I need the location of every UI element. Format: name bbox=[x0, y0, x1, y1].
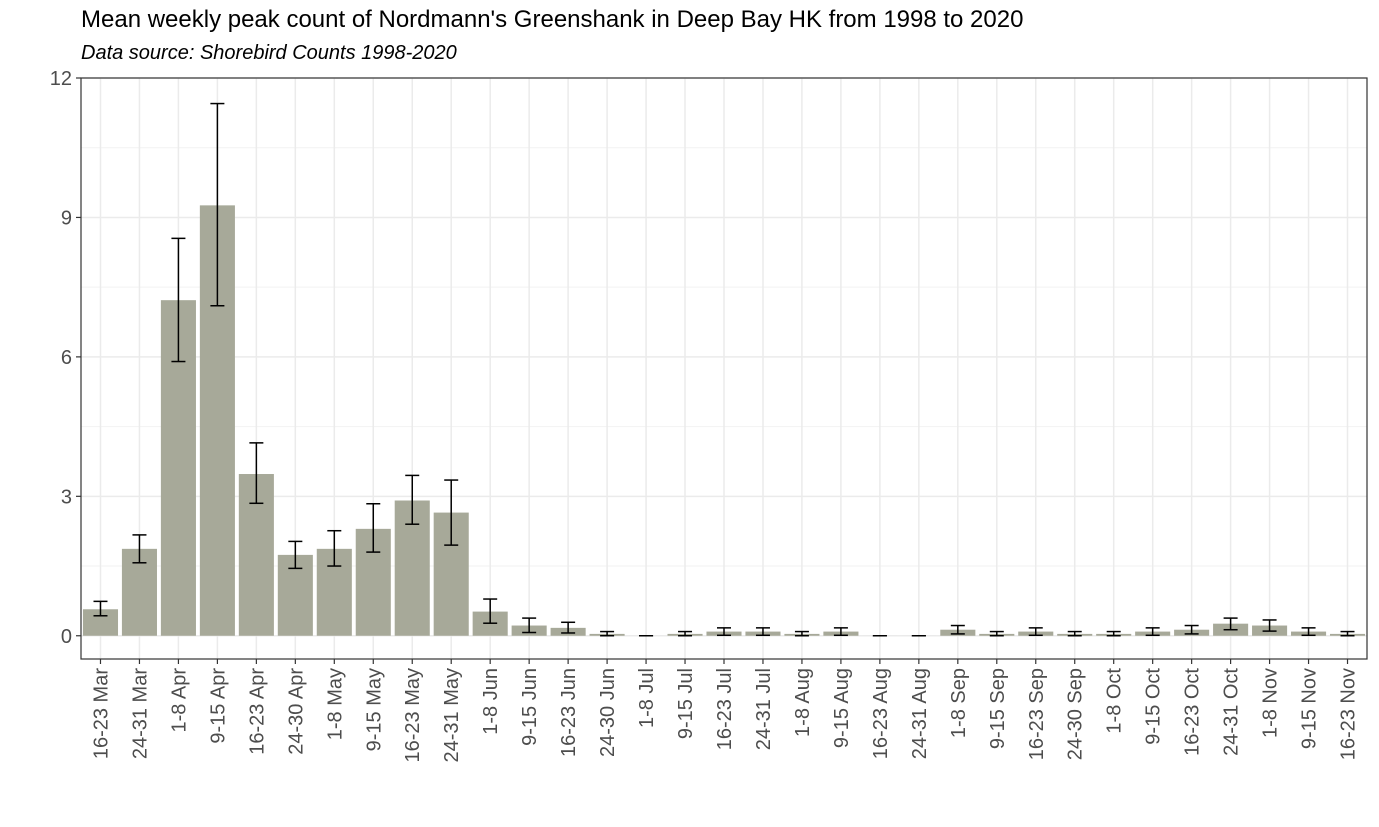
x-tick-label: 16-23 Nov bbox=[1338, 668, 1360, 760]
x-tick-label: 1-8 Jul bbox=[636, 668, 658, 728]
x-tick-label: 9-15 Aug bbox=[831, 668, 853, 748]
x-tick-label: 16-23 Mar bbox=[90, 668, 112, 759]
x-tick-label: 24-31 May bbox=[441, 668, 463, 763]
x-tick-label: 9-15 Sep bbox=[987, 668, 1009, 749]
x-tick-label: 9-15 Oct bbox=[1143, 668, 1165, 745]
x-tick-label: 16-23 Aug bbox=[870, 668, 892, 759]
x-tick-label: 1-8 Nov bbox=[1260, 668, 1282, 738]
chart-subtitle: Data source: Shorebird Counts 1998-2020 bbox=[81, 42, 457, 64]
x-tick-label: 1-8 May bbox=[324, 668, 346, 740]
x-tick-label: 1-8 Sep bbox=[948, 668, 970, 738]
y-tick-label: 9 bbox=[61, 207, 72, 229]
x-tick-label: 1-8 Oct bbox=[1104, 668, 1126, 734]
x-tick-label: 16-23 Oct bbox=[1182, 668, 1204, 756]
x-tick-label: 9-15 Jun bbox=[519, 668, 541, 746]
x-tick-label: 24-31 Aug bbox=[909, 668, 931, 759]
x-tick-label: 24-30 Apr bbox=[285, 668, 307, 755]
x-tick-label: 16-23 May bbox=[402, 668, 424, 763]
chart-title: Mean weekly peak count of Nordmann's Gre… bbox=[81, 6, 1024, 33]
x-tick-label: 16-23 Sep bbox=[1026, 668, 1048, 760]
x-tick-label: 24-30 Jun bbox=[597, 668, 619, 757]
y-tick-label: 3 bbox=[61, 486, 72, 508]
x-tick-label: 24-31 Jul bbox=[753, 668, 775, 750]
x-tick-label: 9-15 May bbox=[363, 668, 385, 751]
y-tick-label: 6 bbox=[61, 347, 72, 369]
x-tick-label: 1-8 Aug bbox=[792, 668, 814, 737]
x-tick-label: 1-8 Jun bbox=[480, 668, 502, 735]
x-tick-label: 16-23 Jun bbox=[558, 668, 580, 757]
x-tick-label: 9-15 Apr bbox=[207, 668, 229, 744]
x-tick-label: 1-8 Apr bbox=[168, 668, 190, 733]
x-tick-label: 24-31 Mar bbox=[129, 668, 151, 759]
y-tick-label: 12 bbox=[50, 68, 72, 90]
x-tick-label: 16-23 Apr bbox=[246, 668, 268, 755]
x-tick-label: 9-15 Nov bbox=[1299, 668, 1321, 749]
y-tick-label: 0 bbox=[61, 626, 72, 648]
x-tick-label: 24-30 Sep bbox=[1065, 668, 1087, 760]
x-tick-label: 24-31 Oct bbox=[1221, 668, 1243, 756]
x-tick-label: 9-15 Jul bbox=[675, 668, 697, 739]
x-tick-label: 16-23 Jul bbox=[714, 668, 736, 750]
